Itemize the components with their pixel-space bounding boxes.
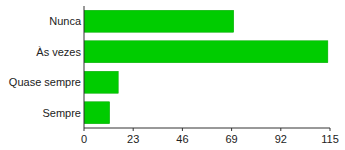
x-tick [84, 128, 85, 131]
category-label: Nunca [49, 15, 82, 27]
category-label: Às vezes [36, 46, 81, 58]
category-label: Quase sempre [9, 76, 81, 88]
x-tick [231, 128, 232, 131]
x-tick-label: 92 [275, 133, 287, 145]
chart: Nunca Às vezes Quase sempre Sempre 0 23 46 69 92… [0, 0, 345, 150]
x-tick [280, 128, 281, 131]
chart-svg: Nunca Às vezes Quase sempre Sempre 0 23 46 69 92… [0, 0, 345, 150]
x-tick [133, 128, 134, 131]
x-tick [330, 128, 331, 131]
x-tick [182, 128, 183, 131]
bar [84, 102, 110, 124]
bar [84, 41, 328, 63]
bars [84, 10, 328, 123]
x-tick-label: 46 [176, 133, 188, 145]
x-axis [84, 128, 330, 129]
bar [84, 71, 118, 93]
x-tick-label: 0 [81, 133, 87, 145]
y-axis [84, 6, 85, 128]
category-label: Sempre [42, 107, 81, 119]
x-tick-label: 23 [127, 133, 139, 145]
bar [84, 10, 234, 32]
x-tick-label: 69 [225, 133, 237, 145]
x-tick-label: 115 [321, 133, 339, 145]
